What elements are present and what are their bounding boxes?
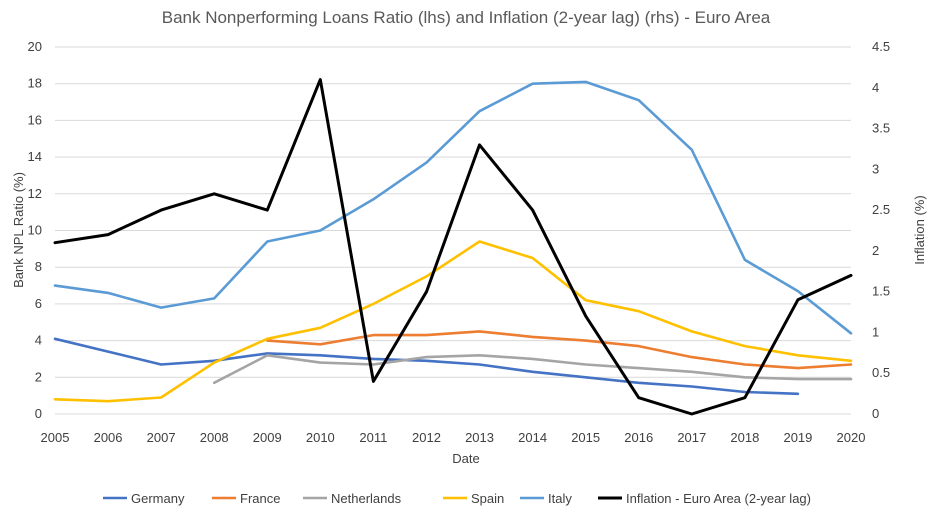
y-axis-right-ticks: 0 0.5 1 1.5 2 2.5 3 3.5 4 4.5 [872, 39, 890, 421]
legend-label: Germany [131, 491, 185, 506]
x-tick-label: 2005 [41, 430, 70, 445]
y2-tick-label: 4.5 [872, 39, 890, 54]
y-tick-label: 20 [28, 39, 42, 54]
y-tick-label: 8 [35, 259, 42, 274]
x-tick-label: 2013 [465, 430, 494, 445]
x-tick-label: 2014 [518, 430, 547, 445]
legend: Germany France Netherlands Spain Italy Inflat… [103, 491, 811, 506]
y2-tick-label: 2.5 [872, 202, 890, 217]
y-axis-left-ticks: 0 2 4 6 8 10 12 14 16 18 20 [28, 39, 42, 421]
x-tick-label: 2019 [783, 430, 812, 445]
y2-tick-label: 1.5 [872, 284, 890, 299]
y2-tick-label: 2 [872, 243, 879, 258]
y-axis-right-label: Inflation (%) [912, 195, 927, 264]
legend-label: France [240, 491, 280, 506]
y-tick-label: 0 [35, 406, 42, 421]
x-tick-label: 2016 [624, 430, 653, 445]
x-tick-label: 2006 [94, 430, 123, 445]
x-tick-label: 2011 [359, 430, 387, 445]
y2-tick-label: 0 [872, 406, 879, 421]
x-tick-label: 2012 [412, 430, 441, 445]
legend-label: Spain [471, 491, 504, 506]
legend-item: Spain [443, 491, 504, 506]
x-tick-label: 2020 [837, 430, 866, 445]
series-lines [53, 78, 853, 416]
x-tick-label: 2008 [200, 430, 229, 445]
legend-item: France [212, 491, 280, 506]
y2-tick-label: 4 [872, 80, 879, 95]
y-tick-label: 2 [35, 369, 42, 384]
y-tick-label: 6 [35, 296, 42, 311]
gridlines [55, 46, 851, 415]
x-tick-label: 2010 [306, 430, 335, 445]
legend-label: Inflation - Euro Area (2-year lag) [626, 491, 811, 506]
legend-item: Germany [103, 491, 185, 506]
y2-tick-label: 3.5 [872, 121, 890, 136]
x-tick-label: 2018 [730, 430, 759, 445]
series-line-netherlands [212, 354, 853, 385]
series-line-germany [53, 337, 800, 396]
series-line-italy [53, 80, 853, 335]
x-tick-label: 2007 [147, 430, 176, 445]
series-line-spain [53, 240, 853, 403]
x-tick-label: 2015 [571, 430, 600, 445]
legend-item: Italy [520, 491, 572, 506]
y-axis-left-label: Bank NPL Ratio (%) [11, 172, 26, 288]
y-tick-label: 10 [28, 223, 42, 238]
y2-tick-label: 1 [872, 324, 879, 339]
series-line-inflation-euro-area-2-year-lag [53, 78, 853, 416]
y-tick-label: 4 [35, 333, 42, 348]
y2-tick-label: 3 [872, 161, 879, 176]
legend-label: Italy [548, 491, 572, 506]
legend-label: Netherlands [331, 491, 402, 506]
legend-item: Netherlands [303, 491, 402, 506]
y-tick-label: 12 [28, 186, 42, 201]
y-tick-label: 18 [28, 76, 42, 91]
x-tick-label: 2009 [253, 430, 282, 445]
x-axis-ticks: 2005 2006 2007 2008 2009 2010 2011 2012 2013 2014… [41, 430, 866, 445]
legend-item: Inflation - Euro Area (2-year lag) [598, 491, 811, 506]
x-axis-label: Date [452, 451, 479, 466]
y-tick-label: 14 [28, 149, 42, 164]
y-tick-label: 16 [28, 112, 42, 127]
y2-tick-label: 0.5 [872, 365, 890, 380]
chart-title: Bank Nonperforming Loans Ratio (lhs) and… [162, 8, 771, 27]
x-tick-label: 2017 [677, 430, 706, 445]
